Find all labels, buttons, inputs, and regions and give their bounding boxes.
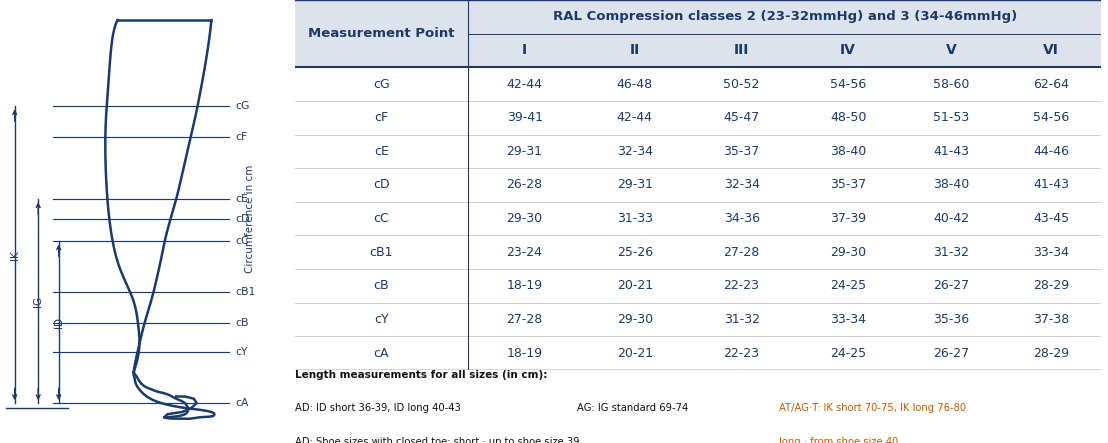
Text: 42-44: 42-44	[617, 111, 653, 124]
Text: 39-41: 39-41	[506, 111, 543, 124]
Text: 18-19: 18-19	[506, 280, 543, 292]
Text: IG: IG	[33, 295, 43, 307]
Text: cA: cA	[373, 346, 389, 360]
Text: cA: cA	[235, 398, 248, 408]
Text: 22-23: 22-23	[724, 346, 760, 360]
Text: 35-37: 35-37	[724, 145, 760, 158]
Text: AT/AG·T: IK short 70-75, IK long 76-80: AT/AG·T: IK short 70-75, IK long 76-80	[779, 403, 966, 413]
Text: cE: cE	[375, 145, 389, 158]
Text: cB1: cB1	[370, 246, 393, 259]
Text: 42-44: 42-44	[506, 78, 543, 90]
Text: cB: cB	[235, 319, 248, 328]
Text: 54-56: 54-56	[830, 78, 866, 90]
Text: AD: Shoe sizes with closed toe: short · up to shoe size 39: AD: Shoe sizes with closed toe: short · …	[295, 437, 579, 443]
Text: 37-39: 37-39	[830, 212, 866, 225]
Text: 29-31: 29-31	[506, 145, 543, 158]
Text: 29-30: 29-30	[830, 246, 866, 259]
Text: 23-24: 23-24	[506, 246, 543, 259]
Text: 46-48: 46-48	[617, 78, 653, 90]
Text: 29-31: 29-31	[617, 179, 653, 191]
Text: 29-30: 29-30	[506, 212, 543, 225]
Text: cE: cE	[235, 194, 248, 204]
Text: 28-29: 28-29	[1034, 346, 1069, 360]
Bar	[295, 0, 1101, 67]
Text: 45-47: 45-47	[724, 111, 760, 124]
Text: 58-60: 58-60	[933, 78, 970, 90]
Text: 22-23: 22-23	[724, 280, 760, 292]
Text: Measurement Point: Measurement Point	[308, 27, 454, 40]
Text: 27-28: 27-28	[724, 246, 760, 259]
Text: 33-34: 33-34	[1034, 246, 1069, 259]
Text: 26-27: 26-27	[933, 280, 970, 292]
Text: 20-21: 20-21	[617, 346, 653, 360]
Text: cG: cG	[235, 101, 249, 111]
Text: 38-40: 38-40	[933, 179, 970, 191]
Text: 28-29: 28-29	[1034, 280, 1069, 292]
Text: 62-64: 62-64	[1034, 78, 1069, 90]
Text: 38-40: 38-40	[830, 145, 866, 158]
Text: 40-42: 40-42	[933, 212, 970, 225]
Text: 32-34: 32-34	[617, 145, 653, 158]
Text: 20-21: 20-21	[617, 280, 653, 292]
Text: AG: IG standard 69-74: AG: IG standard 69-74	[577, 403, 688, 413]
Text: 41-43: 41-43	[1034, 179, 1069, 191]
Text: 25-26: 25-26	[617, 246, 653, 259]
Text: 31-33: 31-33	[617, 212, 653, 225]
Text: AD: ID short 36-39, ID long 40-43: AD: ID short 36-39, ID long 40-43	[295, 403, 461, 413]
Text: 54-56: 54-56	[1034, 111, 1069, 124]
Text: 31-32: 31-32	[933, 246, 970, 259]
Text: Circumference in cm: Circumference in cm	[245, 164, 255, 273]
Text: cC: cC	[235, 237, 248, 246]
Text: ID: ID	[53, 317, 64, 328]
Text: II: II	[629, 43, 639, 58]
Text: 24-25: 24-25	[830, 280, 866, 292]
Text: cD: cD	[235, 214, 249, 224]
Text: cY: cY	[375, 313, 389, 326]
Text: 29-30: 29-30	[617, 313, 653, 326]
Text: cC: cC	[373, 212, 389, 225]
Text: III: III	[733, 43, 749, 58]
Text: VI: VI	[1044, 43, 1059, 58]
Text: 35-37: 35-37	[830, 179, 866, 191]
Text: cB: cB	[373, 280, 389, 292]
Text: 48-50: 48-50	[830, 111, 866, 124]
Text: V: V	[946, 43, 956, 58]
Text: 34-36: 34-36	[724, 212, 760, 225]
Text: cF: cF	[235, 132, 247, 142]
Text: 27-28: 27-28	[506, 313, 543, 326]
Text: cD: cD	[373, 179, 390, 191]
Text: 33-34: 33-34	[830, 313, 866, 326]
Text: cY: cY	[235, 347, 247, 357]
Text: 18-19: 18-19	[506, 346, 543, 360]
Text: 41-43: 41-43	[933, 145, 970, 158]
Text: cF: cF	[375, 111, 389, 124]
Text: 43-45: 43-45	[1034, 212, 1069, 225]
Text: cG: cG	[373, 78, 390, 90]
Text: 24-25: 24-25	[830, 346, 866, 360]
Text: 26-27: 26-27	[933, 346, 970, 360]
Text: cB1: cB1	[235, 288, 255, 297]
Text: 50-52: 50-52	[724, 78, 760, 90]
Text: 26-28: 26-28	[506, 179, 543, 191]
Text: 44-46: 44-46	[1034, 145, 1069, 158]
Text: Length measurements for all sizes (in cm):: Length measurements for all sizes (in cm…	[295, 370, 547, 380]
Text: 51-53: 51-53	[933, 111, 970, 124]
Text: 31-32: 31-32	[724, 313, 760, 326]
Text: I: I	[522, 43, 527, 58]
Text: IV: IV	[840, 43, 856, 58]
Text: 32-34: 32-34	[724, 179, 760, 191]
Text: RAL Compression classes 2 (23-32mmHg) and 3 (34-46mmHg): RAL Compression classes 2 (23-32mmHg) an…	[553, 10, 1017, 23]
Text: IK: IK	[10, 250, 20, 260]
Text: 35-36: 35-36	[933, 313, 970, 326]
Text: 37-38: 37-38	[1034, 313, 1069, 326]
Text: long · from shoe size 40: long · from shoe size 40	[779, 437, 897, 443]
